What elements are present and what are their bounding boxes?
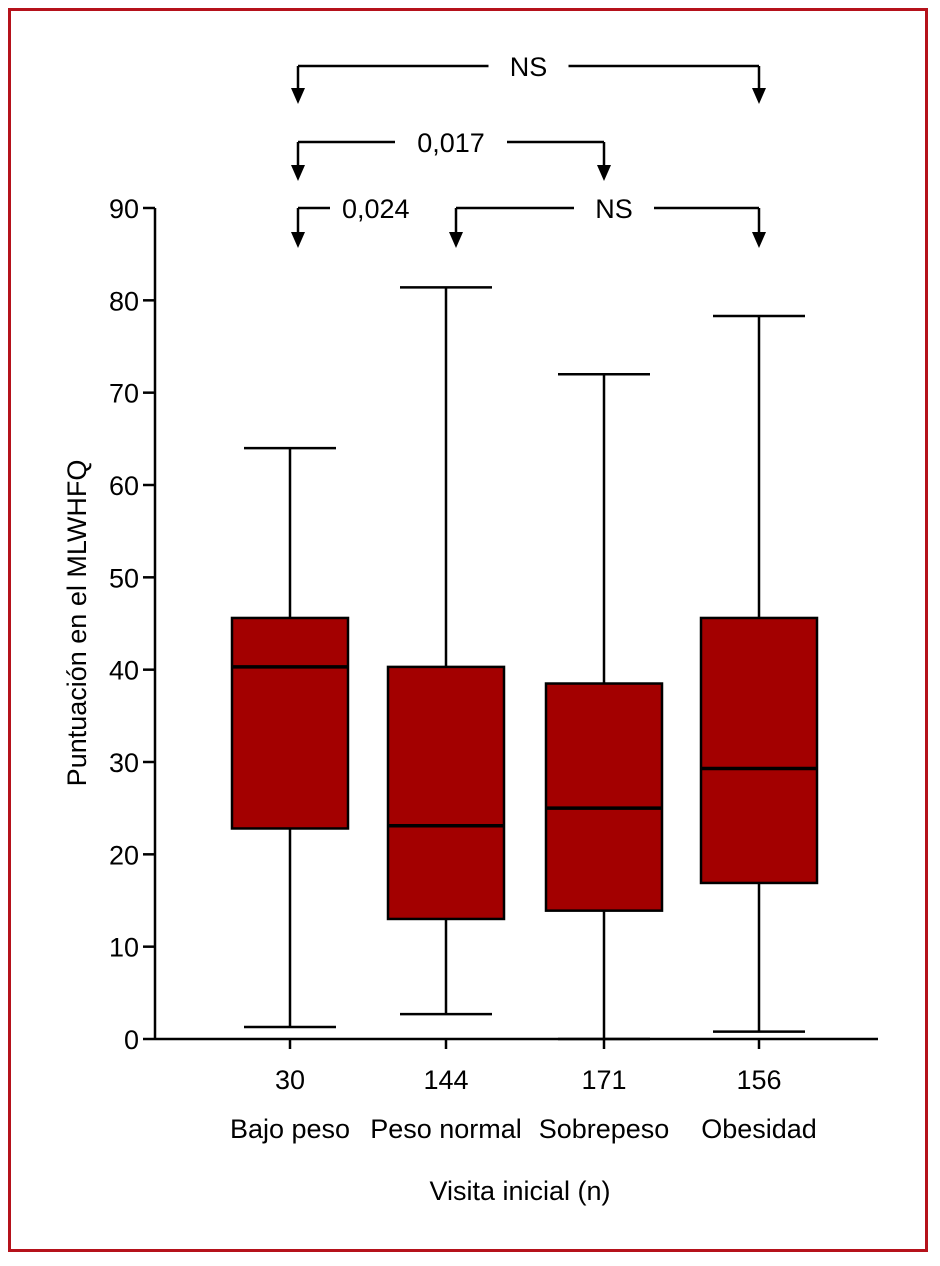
x-axis: 30 Bajo peso 144 Peso normal 171 Sobrepeso 156… [155,1037,878,1144]
category-n-label: 171 [581,1065,626,1095]
y-tick-label: 60 [109,471,139,501]
category-n-label: 30 [275,1065,305,1095]
arrow-head [291,232,305,248]
box-iqr [544,682,664,912]
comparison-4: NS [449,194,766,248]
category-n-label: 144 [423,1065,468,1095]
box-2 [386,286,506,1016]
category-label: Peso normal [370,1114,522,1144]
y-tick-label: 70 [109,379,139,409]
comparison-label: 0,017 [417,128,485,158]
box-iqr [699,616,819,885]
arrow-head [291,165,305,181]
comparison-2: 0,017 [291,128,611,181]
arrow-head [291,88,305,104]
y-tick-label: 90 [109,194,139,224]
category-label: Sobrepeso [539,1114,670,1144]
box-1 [230,446,350,1029]
comparison-label: 0,024 [342,194,410,224]
y-tick-label: 80 [109,286,139,316]
box-3 [544,372,664,1041]
arrow-head [752,232,766,248]
y-axis: 0 10 20 30 40 50 60 70 80 90 [109,194,157,1055]
box-iqr [386,665,506,921]
category-label: Obesidad [701,1114,817,1144]
box-iqr [230,616,350,830]
y-tick-label: 0 [124,1025,139,1055]
y-axis-label: Puntuación en el MLWHFQ [62,460,92,787]
category-label: Bajo peso [230,1114,350,1144]
box-4 [699,314,819,1033]
y-tick-label: 50 [109,563,139,593]
arrow-head [449,232,463,248]
comparison-1: NS [291,52,766,104]
x-axis-label: Visita inicial (n) [429,1176,610,1206]
arrow-head [597,165,611,181]
comparison-brackets: NS 0,017 0,024 NS [291,52,766,248]
y-tick-label: 40 [109,656,139,686]
comparison-label: NS [595,194,633,224]
category-n-label: 156 [736,1065,781,1095]
y-tick-label: 20 [109,840,139,870]
y-tick-label: 10 [109,933,139,963]
boxes [230,286,819,1041]
comparison-label: NS [510,52,548,82]
comparison-3: 0,024 [291,194,410,248]
arrow-head [752,88,766,104]
y-tick-label: 30 [109,748,139,778]
